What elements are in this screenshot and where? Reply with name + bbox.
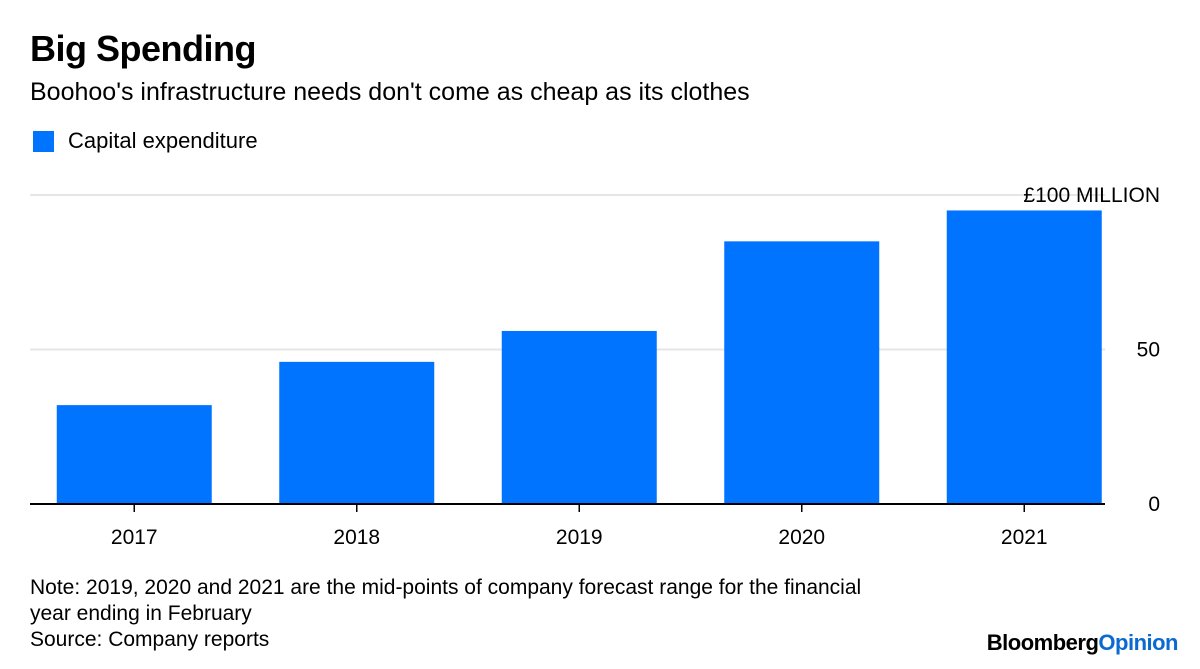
- bar-2021: [946, 210, 1102, 504]
- chart-title: Big Spending: [30, 28, 256, 69]
- x-tick-label-2020: 2020: [778, 526, 825, 549]
- y-tick-label-1: 50: [1137, 339, 1160, 362]
- note-line-2: year ending in February: [30, 602, 252, 625]
- bar-2020: [724, 241, 880, 504]
- x-tick-label-2021: 2021: [1001, 526, 1048, 549]
- brand-part-1: Bloomberg: [986, 630, 1099, 655]
- brand-logo: BloombergOpinion: [986, 630, 1179, 656]
- bar-2017: [56, 405, 212, 504]
- note-line-1: Note: 2019, 2020 and 2021 are the mid-po…: [30, 576, 862, 599]
- legend-label: Capital expenditure: [68, 128, 258, 153]
- chart-subtitle: Boohoo's infrastructure needs don't come…: [30, 78, 750, 106]
- chart-notes: Note: 2019, 2020 and 2021 are the mid-po…: [30, 575, 990, 653]
- bar-2018: [279, 361, 435, 504]
- legend-swatch: [33, 130, 54, 152]
- x-tick-label-2017: 2017: [111, 526, 158, 549]
- x-tick-label-2018: 2018: [333, 526, 380, 549]
- x-tick-label-2019: 2019: [556, 526, 603, 549]
- y-tick-label-0: 0: [1148, 493, 1160, 516]
- bar-2019: [501, 330, 657, 504]
- source-line: Source: Company reports: [30, 628, 270, 651]
- brand-part-2: Opinion: [1098, 630, 1178, 655]
- y-tick-label-2: £100 MILLION: [1023, 184, 1160, 207]
- legend: Capital expenditure: [33, 128, 258, 154]
